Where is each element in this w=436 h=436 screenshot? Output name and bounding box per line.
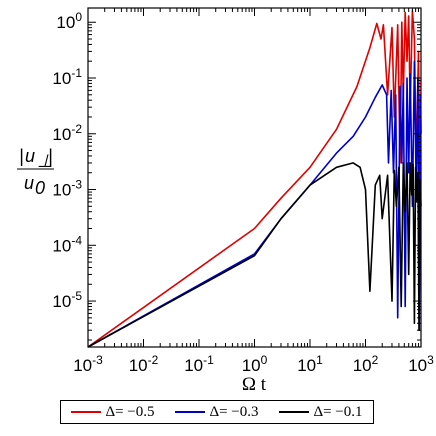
legend-label: Δ= −0.5 <box>105 403 155 420</box>
series-line-2 <box>87 60 422 348</box>
y-label-bar-right: | <box>48 146 53 166</box>
legend-swatch <box>71 411 102 413</box>
legend: Δ= −0.5 Δ= −0.3 Δ= −0.1 <box>60 400 374 424</box>
y-label-denominator-sub: 0 <box>35 178 45 198</box>
y-label-numerator: u <box>25 146 35 166</box>
x-tick-label: 102 <box>353 353 379 375</box>
y-tick-label: 10-1 <box>52 66 82 88</box>
x-tick-label: 10-2 <box>129 353 159 375</box>
x-tick-label: 103 <box>408 353 434 375</box>
x-tick-label: 10-1 <box>184 353 214 375</box>
x-tick-label: 101 <box>297 353 323 375</box>
legend-swatch <box>279 411 310 413</box>
series-line-3 <box>87 162 422 348</box>
y-tick-label: 10-2 <box>52 122 82 144</box>
series-line-1 <box>87 10 422 348</box>
y-label-denominator: u <box>24 173 34 193</box>
y-axis-label: | u ⊥ | u 0 <box>17 146 54 198</box>
legend-label: Δ= −0.3 <box>209 403 259 420</box>
plot-frame <box>87 7 422 348</box>
y-label-bar-left: | <box>19 146 24 166</box>
legend-item-1: Δ= −0.5 <box>71 403 155 421</box>
legend-item-3: Δ= −0.1 <box>279 403 363 421</box>
series-layer <box>87 10 422 348</box>
legend-label: Δ= −0.1 <box>313 403 363 420</box>
y-tick-label: 100 <box>56 10 82 32</box>
x-tick-label: 10-3 <box>73 353 103 375</box>
legend-item-2: Δ= −0.3 <box>175 403 259 421</box>
legend-swatch <box>175 411 206 413</box>
chart-svg: 10-3 10-2 10-1 100 101 102 103 10-510-410-310-… <box>17 7 434 395</box>
x-tick-layer: 10-3 10-2 10-1 100 101 102 103 <box>73 8 434 375</box>
x-axis-label: Ω t <box>242 374 267 395</box>
y-tick-layer: 10-5 10-4 10-3 10-2 10-1 100 <box>52 10 421 341</box>
x-tick-label: 100 <box>242 353 268 375</box>
y-label-numerator-sub: ⊥ <box>37 151 53 171</box>
y-tick-label: 10-3 <box>52 178 82 200</box>
y-tick-label: 10-4 <box>52 233 82 255</box>
y-tick-label: 10-5 <box>52 289 82 311</box>
